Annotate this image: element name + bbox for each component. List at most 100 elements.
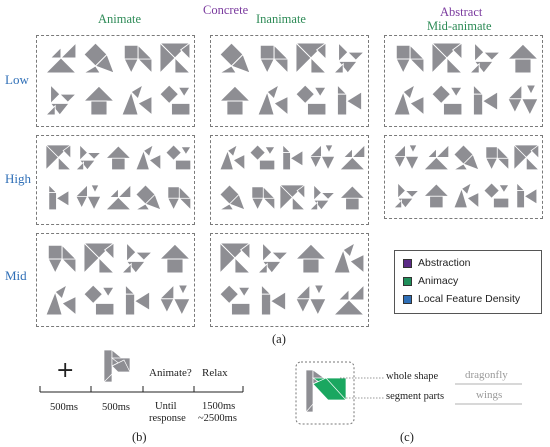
legend-item-animacy: Animacy bbox=[403, 275, 458, 287]
duration-fixation: 500ms bbox=[50, 402, 79, 413]
legend-swatch-local-feature-density bbox=[403, 294, 412, 304]
header-concrete: Concrete bbox=[203, 3, 249, 17]
tangram-figure bbox=[333, 241, 365, 274]
panel-inanimate-mid bbox=[210, 233, 369, 327]
caption-b: (b) bbox=[132, 430, 147, 444]
tangram-figure bbox=[105, 184, 132, 211]
duration-stimulus: 500ms bbox=[102, 402, 131, 413]
tangram-figure bbox=[423, 144, 450, 171]
tangram-figure bbox=[159, 84, 191, 116]
tangram-figure bbox=[47, 244, 78, 275]
tangram-figure bbox=[483, 182, 510, 209]
header-animate: Animate bbox=[98, 12, 142, 26]
tangram-figure bbox=[309, 184, 336, 211]
tangram-figure bbox=[393, 182, 420, 209]
tangram-figure bbox=[256, 241, 290, 274]
panel-abstract-low bbox=[384, 35, 543, 127]
tangram-figure bbox=[218, 42, 251, 74]
tangram-figure bbox=[257, 83, 289, 116]
panel-animate-high bbox=[36, 135, 195, 225]
tangram-figure bbox=[332, 41, 366, 74]
tangram-figure bbox=[44, 83, 78, 116]
tangram-figure bbox=[48, 184, 70, 211]
legend-item-abstraction: Abstraction bbox=[403, 257, 471, 269]
tangram-figure bbox=[219, 284, 251, 316]
header-inanimate: Inanimate bbox=[256, 12, 306, 26]
tangram-figure bbox=[294, 283, 327, 316]
tangram-figure bbox=[219, 144, 246, 171]
duration-relax-min: 1500ms bbox=[202, 401, 236, 412]
tangram-figure bbox=[453, 182, 480, 209]
tangram-figure bbox=[393, 83, 425, 116]
tangram-figure bbox=[506, 43, 540, 74]
tangram-figure bbox=[83, 284, 115, 316]
tangram-figure bbox=[249, 144, 276, 171]
tangram-figure bbox=[135, 144, 162, 171]
tangram-figure bbox=[506, 83, 539, 116]
stimulus-figure bbox=[103, 349, 131, 383]
tangram-figure bbox=[339, 144, 366, 171]
legend-label-abstraction: Abstraction bbox=[418, 257, 471, 269]
label-segment-parts: segment parts bbox=[386, 391, 445, 402]
fixation-cross: + bbox=[56, 358, 75, 383]
tangram-figure bbox=[167, 185, 192, 211]
answer-segment-parts: wings bbox=[476, 389, 503, 401]
legend: Abstraction Animacy Local Feature Densit… bbox=[394, 250, 542, 314]
tangram-figure bbox=[339, 185, 366, 211]
question-animate: Animate? bbox=[149, 367, 192, 379]
tangram-figure bbox=[218, 241, 252, 275]
tangram-figure bbox=[423, 183, 450, 209]
legend-label-local-feature-density: Local Feature Density bbox=[418, 293, 521, 305]
answer-whole-shape: dragonfly bbox=[465, 369, 508, 381]
tangram-figure bbox=[472, 83, 499, 116]
tangram-figure bbox=[295, 84, 327, 116]
legend-swatch-animacy bbox=[403, 276, 412, 286]
tangram-figure bbox=[431, 84, 463, 116]
tangram-figure bbox=[105, 145, 132, 171]
tangram-figure bbox=[468, 41, 502, 74]
tangram-figure bbox=[251, 185, 276, 211]
relax-label: Relax bbox=[202, 367, 228, 379]
tangram-figure bbox=[430, 41, 464, 75]
tangram-figure bbox=[513, 144, 540, 171]
tangram-figure bbox=[121, 83, 153, 116]
tangram-figure bbox=[393, 144, 420, 171]
tangram-figure bbox=[516, 182, 538, 209]
caption-a: (a) bbox=[272, 332, 286, 346]
tangram-figure bbox=[120, 241, 154, 274]
tangram-figure bbox=[309, 144, 336, 171]
tangram-figure bbox=[123, 44, 154, 75]
tangram-figure bbox=[260, 283, 287, 316]
tangram-figure bbox=[158, 41, 192, 75]
tangram-figure bbox=[259, 44, 290, 75]
tangram-figure bbox=[134, 184, 162, 211]
caption-c: (c) bbox=[400, 430, 414, 444]
tangram-figure bbox=[158, 283, 191, 316]
tangram-figure bbox=[282, 144, 304, 171]
tangram-figure bbox=[485, 145, 510, 171]
tangram-figure bbox=[279, 184, 306, 211]
legend-item-local-feature-density: Local Feature Density bbox=[403, 293, 520, 305]
tangram-figure bbox=[395, 44, 426, 75]
panel-inanimate-low bbox=[210, 35, 369, 127]
tangram-figure bbox=[294, 41, 328, 75]
label-whole-shape: whole shape bbox=[386, 371, 439, 382]
row-label-high: High bbox=[5, 171, 31, 186]
tangram-figure bbox=[124, 283, 151, 316]
tangram-figure bbox=[82, 241, 116, 275]
panel-animate-low bbox=[36, 35, 195, 127]
legend-label-animacy: Animacy bbox=[418, 275, 459, 287]
tangram-figure bbox=[452, 144, 480, 171]
tangram-figure bbox=[44, 41, 78, 74]
tangram-figure bbox=[294, 243, 328, 274]
duration-until: Until bbox=[155, 401, 177, 412]
duration-relax-max: ~2500ms bbox=[198, 413, 237, 424]
tangram-figure bbox=[45, 283, 77, 316]
tangram-figure bbox=[75, 184, 102, 211]
duration-response: response bbox=[149, 413, 186, 424]
tangram-figure bbox=[158, 243, 192, 274]
legend-swatch-abstraction bbox=[403, 258, 412, 268]
header-mid-animate: Mid-animate bbox=[427, 19, 492, 33]
